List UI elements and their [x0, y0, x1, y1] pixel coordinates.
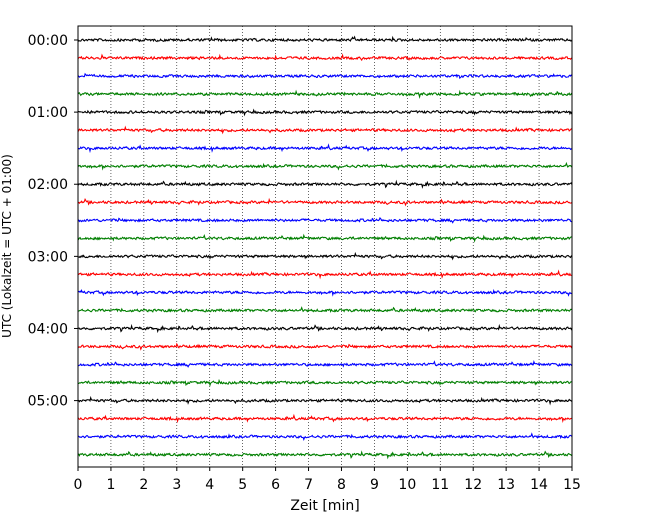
- trace-3: [77, 89, 573, 99]
- x-tick-label-11: 11: [431, 477, 449, 493]
- trace-17: [77, 342, 573, 351]
- x-tick-label-13: 13: [497, 477, 515, 493]
- trace-15: [77, 306, 573, 314]
- plot-frame: [77, 25, 573, 468]
- x-tick-label-2: 2: [139, 477, 148, 493]
- x-tick-label-15: 15: [563, 477, 581, 493]
- x-tick-label-9: 9: [370, 477, 379, 493]
- trace-6: [77, 143, 573, 154]
- y-tick-label-2: 02:00: [28, 177, 68, 193]
- trace-2: [77, 72, 573, 80]
- trace-13: [77, 269, 573, 280]
- x-tick-label-5: 5: [238, 477, 247, 493]
- trace-7: [77, 161, 573, 171]
- trace-10: [77, 217, 573, 224]
- trace-5: [77, 125, 573, 135]
- y-tick-label-0: 00:00: [28, 33, 68, 49]
- x-tick-label-10: 10: [398, 477, 416, 493]
- x-tick-label-3: 3: [172, 477, 181, 493]
- trace-23: [77, 450, 573, 460]
- x-axis: 0 1 2 3 4 5 6 7 8 9 10 11 12 13 14 15: [74, 467, 581, 493]
- y-axis: 00:00 01:00 02:00 03:00 04:00 05:00: [28, 33, 78, 410]
- trace-1: [77, 53, 573, 62]
- x-tick-label-0: 0: [74, 477, 83, 493]
- trace-4: [78, 108, 573, 117]
- trace-11: [77, 233, 573, 243]
- trace-9: [77, 197, 573, 207]
- trace-20: [77, 395, 573, 406]
- x-tick-label-4: 4: [205, 477, 214, 493]
- y-tick-label-1: 01:00: [28, 105, 68, 121]
- trace-22: [77, 432, 573, 441]
- trace-8: [77, 179, 573, 189]
- x-tick-label-6: 6: [271, 477, 280, 493]
- y-tick-label-3: 03:00: [28, 249, 68, 265]
- x-axis-label: Zeit [min]: [290, 498, 359, 514]
- trace-16: [77, 323, 573, 334]
- y-tick-label-4: 04:00: [28, 321, 68, 337]
- trace-18: [77, 360, 573, 368]
- seismogram-traces: [77, 35, 573, 460]
- x-tick-label-8: 8: [337, 477, 346, 493]
- x-tick-label-12: 12: [464, 477, 482, 493]
- y-tick-label-5: 05:00: [28, 394, 68, 410]
- trace-14: [78, 288, 573, 297]
- trace-12: [77, 251, 573, 261]
- x-tick-label-1: 1: [106, 477, 115, 493]
- trace-19: [78, 378, 573, 388]
- trace-21: [77, 413, 573, 424]
- y-axis-label: UTC (Lokalzeit = UTC + 01:00): [0, 154, 14, 338]
- trace-0: [77, 35, 573, 43]
- x-tick-label-7: 7: [304, 477, 313, 493]
- x-tick-label-14: 14: [530, 477, 548, 493]
